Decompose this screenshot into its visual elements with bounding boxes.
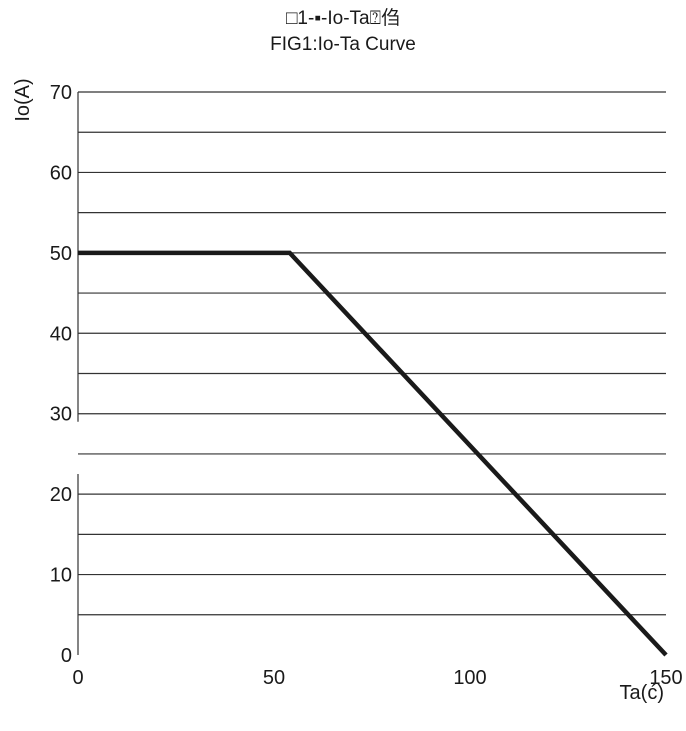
x-tick-label-0: 0	[72, 667, 83, 689]
y-axis-label: Io(A)	[12, 78, 34, 121]
y-tick-label-70: 70	[50, 82, 72, 104]
y-tick-label-50: 50	[50, 243, 72, 265]
series-layer	[77, 250, 668, 657]
y-tick-label-0: 0	[61, 645, 72, 667]
y-tick-label-40: 40	[50, 323, 72, 345]
chart-title-line-1: □1-▪-Io-Ta⍰㑇	[285, 8, 401, 29]
x-tick-label-50: 50	[263, 667, 285, 689]
x-axis-label: Ta(ć)	[620, 682, 664, 704]
y-tick-label-30: 30	[50, 404, 72, 426]
y-tick-label-20: 20	[50, 484, 72, 506]
grid-layer	[78, 91, 666, 616]
y-tick-label-10: 10	[50, 565, 72, 587]
chart-title-line-2: FIG1:Io-Ta Curve	[270, 34, 416, 55]
x-tick-label-100: 100	[453, 667, 486, 689]
x-tick-label-150: 150	[649, 667, 682, 689]
y-tick-label-60: 60	[50, 162, 72, 184]
chart-title-block: □1-▪-Io-Ta⍰㑇 FIG1:Io-Ta Curve	[0, 6, 686, 58]
